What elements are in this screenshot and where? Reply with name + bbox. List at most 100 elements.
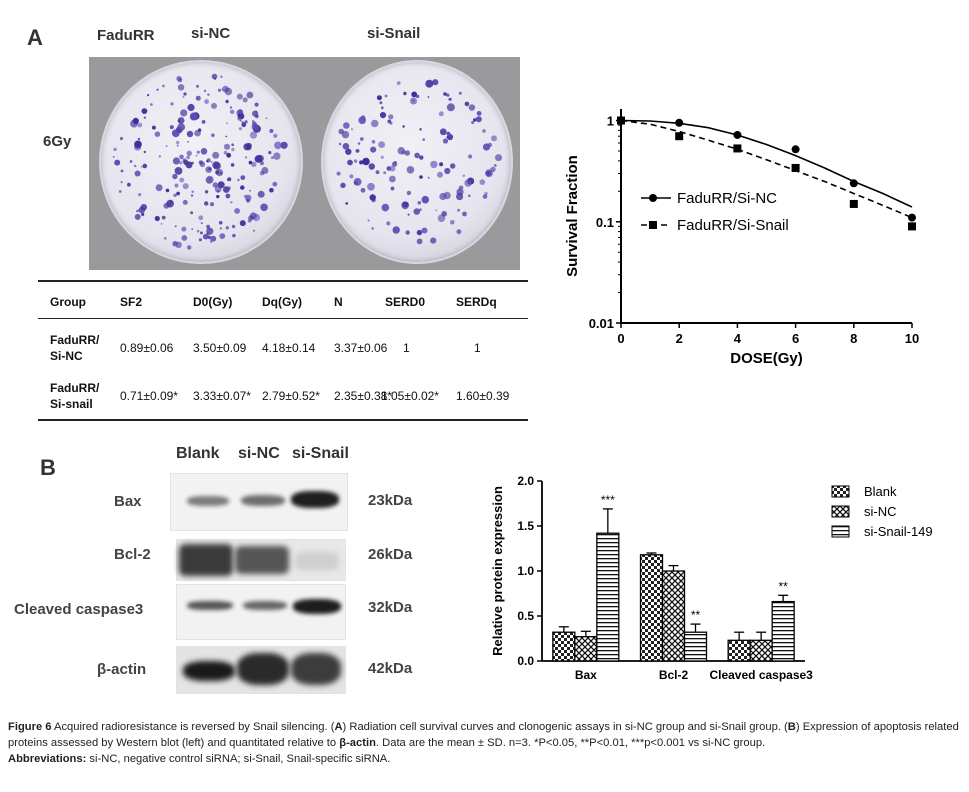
category-label: Cleaved caspase3 xyxy=(709,668,813,682)
legend-label: Blank xyxy=(864,484,897,499)
photo-header-si-nc: si-NC xyxy=(191,25,231,42)
colony xyxy=(221,88,224,91)
lane-label-blank: Blank xyxy=(176,445,220,462)
protein-label-bcl2: Bcl-2 xyxy=(114,546,151,563)
survival-chart: 0 2 4 6 8 10 0.01 0.1 1 DOSE(Gy) Survival Fraction… xyxy=(564,109,919,367)
table-cell: 0.89±0.06 xyxy=(120,341,174,355)
colony xyxy=(216,194,220,199)
colony xyxy=(218,221,223,225)
caption-text-4: . Data are the mean ± SD. n=3. *P<0.05, … xyxy=(375,737,766,749)
colony xyxy=(359,160,364,165)
colony xyxy=(160,223,163,225)
caption-a: A xyxy=(334,721,343,733)
colony xyxy=(173,193,177,197)
colony xyxy=(458,185,464,191)
colony xyxy=(273,152,281,160)
legend-marker xyxy=(649,194,657,202)
colony xyxy=(134,213,141,220)
table-bottom-rule xyxy=(38,419,528,421)
colony xyxy=(257,190,265,198)
colony xyxy=(406,190,412,196)
kda-beta-actin: 42kDa xyxy=(368,660,413,677)
colony xyxy=(154,131,161,137)
colony xyxy=(220,75,223,78)
colony xyxy=(462,211,467,217)
caption-b: B xyxy=(787,721,796,733)
colony xyxy=(386,221,391,226)
colony xyxy=(213,77,217,80)
colony xyxy=(186,150,192,156)
colony xyxy=(394,161,397,164)
colony xyxy=(355,149,360,153)
colony xyxy=(163,202,170,209)
band-casp-blank xyxy=(187,601,233,610)
table-header-cell: Dq(Gy) xyxy=(262,295,302,309)
colony xyxy=(171,129,180,138)
colony xyxy=(112,156,115,158)
colony xyxy=(359,137,364,141)
colony xyxy=(495,154,502,162)
table-header-cell: N xyxy=(334,295,343,309)
protein-label-beta-actin: β-actin xyxy=(97,661,147,678)
colony xyxy=(113,147,117,152)
table-header-cell: SERDq xyxy=(456,295,497,309)
colony xyxy=(230,109,235,114)
band-bax-si-snail xyxy=(291,491,339,508)
x-tick-label: 6 xyxy=(792,331,799,346)
colony xyxy=(242,97,248,103)
series-line xyxy=(620,119,913,219)
colony xyxy=(190,211,194,215)
colony xyxy=(386,166,392,171)
colony xyxy=(191,190,194,193)
colony xyxy=(389,165,396,172)
protein-label-bax: Bax xyxy=(114,493,142,510)
colony xyxy=(205,166,212,173)
colony xyxy=(269,187,274,193)
blot-bax xyxy=(170,473,348,531)
band-actin-blank xyxy=(183,661,235,681)
colony xyxy=(419,128,422,131)
band-actin-si-nc xyxy=(237,653,289,685)
colony xyxy=(138,193,142,197)
caption-text-3: ) Expression of apoptosis related protei… xyxy=(8,721,959,749)
colony xyxy=(210,161,213,163)
colony xyxy=(141,212,145,217)
colony xyxy=(120,181,123,184)
colony xyxy=(410,97,417,105)
band-actin-si-snail xyxy=(291,653,341,685)
colony xyxy=(462,174,465,177)
colony xyxy=(369,194,376,201)
colony xyxy=(340,182,346,188)
bar xyxy=(749,639,773,662)
colony xyxy=(378,141,385,148)
colony xyxy=(191,228,193,230)
colony xyxy=(240,175,246,180)
colony xyxy=(172,173,178,180)
colony xyxy=(226,122,228,125)
y-tick-label: 1.0 xyxy=(517,564,534,578)
colony xyxy=(187,245,192,250)
table-top-rule xyxy=(38,280,528,282)
colony xyxy=(177,77,183,83)
colony xyxy=(444,167,451,175)
colony xyxy=(200,148,208,155)
colony xyxy=(231,143,235,147)
colony xyxy=(345,148,352,155)
band-bcl2-si-snail xyxy=(295,552,339,570)
colony xyxy=(180,109,188,117)
caption-abbr-text: si-NC, negative control siRNA; si-Snail,… xyxy=(86,753,391,765)
colony xyxy=(443,92,447,96)
colony xyxy=(405,230,410,235)
dish-si-snail xyxy=(321,60,513,264)
colony xyxy=(241,122,247,128)
colony xyxy=(419,175,423,179)
colony xyxy=(142,163,148,169)
colony xyxy=(176,144,179,147)
colony xyxy=(351,128,353,131)
colony xyxy=(416,238,423,245)
colony xyxy=(177,84,185,91)
colony xyxy=(468,154,473,159)
colony xyxy=(422,138,425,141)
colony xyxy=(268,151,272,155)
caption-abbr-label: Abbreviations: xyxy=(8,753,87,765)
